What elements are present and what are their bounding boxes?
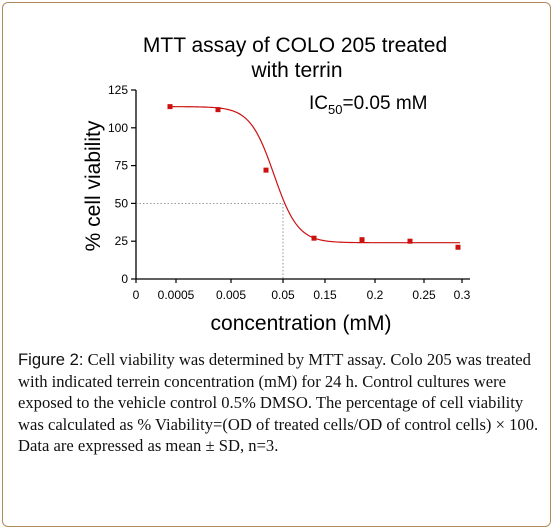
x-tick-label: 0	[133, 288, 140, 302]
chart-title-line-2: with terrin	[250, 59, 342, 82]
ic50-value: =0.05 mM	[342, 93, 427, 114]
data-point	[167, 104, 173, 110]
y-tick-label: 75	[115, 159, 129, 173]
tick-labels: 0 25 50 75 100 125 0 0.0005 0.005 0.05 0.15 0.2 0.25…	[108, 83, 471, 302]
ic50-reference-lines	[136, 202, 284, 279]
data-points	[167, 104, 461, 250]
chart-axes	[131, 89, 470, 283]
x-axis-label: concentration (mM)	[211, 312, 392, 335]
data-point	[359, 237, 365, 243]
data-point	[215, 107, 221, 113]
chart-title-line-1: MTT assay of COLO 205 treated	[143, 34, 447, 57]
y-tick-label: 0	[121, 272, 128, 286]
y-tick-label: 25	[115, 234, 129, 248]
y-tick-label: 50	[115, 196, 129, 210]
y-axis-label: % cell viability	[82, 120, 105, 251]
ic50-annotation: IC50=0.05 mM	[309, 93, 427, 117]
data-point	[455, 244, 461, 250]
fit-curve	[170, 106, 460, 244]
mtt-viability-chart: MTT assay of COLO 205 treated with terri…	[82, 34, 471, 335]
figure-frame	[2, 2, 551, 527]
x-tick-label: 0.3	[454, 288, 471, 302]
data-point	[263, 167, 269, 173]
x-tick-label: 0.005	[216, 288, 246, 302]
caption-lead: Figure 2:	[18, 350, 84, 369]
x-tick-label: 0.0005	[158, 288, 195, 302]
ic50-subscript: 50	[328, 102, 342, 117]
x-tick-label: 0.2	[367, 288, 384, 302]
ic50-prefix: IC	[309, 93, 328, 114]
data-point	[407, 238, 413, 244]
data-point	[311, 235, 317, 241]
y-tick-label: 125	[108, 83, 128, 97]
x-tick-label: 0.05	[271, 288, 295, 302]
y-tick-label: 100	[108, 121, 128, 135]
caption-text: Cell viability was determined by MTT ass…	[18, 350, 539, 456]
x-tick-label: 0.25	[412, 288, 436, 302]
figure-caption: Figure 2: Cell viability was determined …	[18, 349, 540, 457]
x-tick-label: 0.15	[313, 288, 337, 302]
